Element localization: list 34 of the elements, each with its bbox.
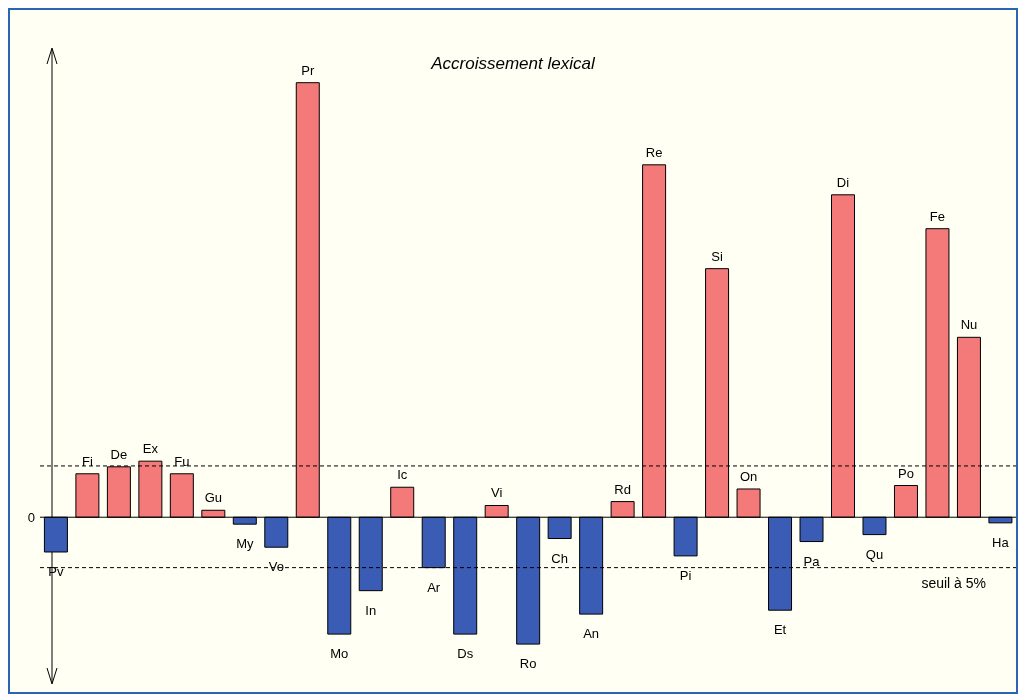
x-tick-label: Pv xyxy=(48,563,64,579)
x-tick-label: Ch xyxy=(551,550,568,566)
x-tick-label: Et xyxy=(773,622,787,638)
x-tick-label: Mo xyxy=(330,646,349,662)
x-tick-label: Qu xyxy=(865,546,884,562)
x-tick-label: Si xyxy=(711,248,723,264)
x-tick-label: Di xyxy=(836,174,850,190)
x-tick-label: Ex xyxy=(142,441,159,457)
x-tick-label: Ro xyxy=(519,656,537,672)
x-tick-label: Ic xyxy=(397,467,408,483)
x-tick-label: On xyxy=(739,468,758,484)
x-tick-label: Pr xyxy=(301,62,315,78)
x-tick-label: Ar xyxy=(427,579,441,595)
x-tick-label: Re xyxy=(645,144,663,160)
x-tick-label: An xyxy=(583,626,600,642)
x-tick-label: Pa xyxy=(803,553,821,569)
x-tick-label: Fe xyxy=(929,208,946,224)
x-tick-label: Ds xyxy=(457,646,474,662)
x-tick-label: Po xyxy=(898,465,914,481)
ref-line-label: seuil à 5% xyxy=(921,574,986,591)
x-tick-label: My xyxy=(236,536,254,552)
x-tick-label: Gu xyxy=(204,490,222,506)
x-tick-label: De xyxy=(110,446,128,462)
chart-title: Accroissement lexical xyxy=(431,54,595,73)
x-tick-label: Vo xyxy=(268,559,284,575)
x-tick-label: Ha xyxy=(992,534,1010,550)
x-tick-label: In xyxy=(365,602,377,618)
x-tick-label: Nu xyxy=(960,317,978,333)
text: 0 xyxy=(27,509,35,525)
x-tick-label: Rd xyxy=(614,481,631,497)
x-tick-label: Pi xyxy=(679,567,692,583)
x-tick-label: Fu xyxy=(174,453,190,469)
x-tick-label: Vi xyxy=(491,485,503,501)
x-tick-label: Fi xyxy=(81,453,93,469)
